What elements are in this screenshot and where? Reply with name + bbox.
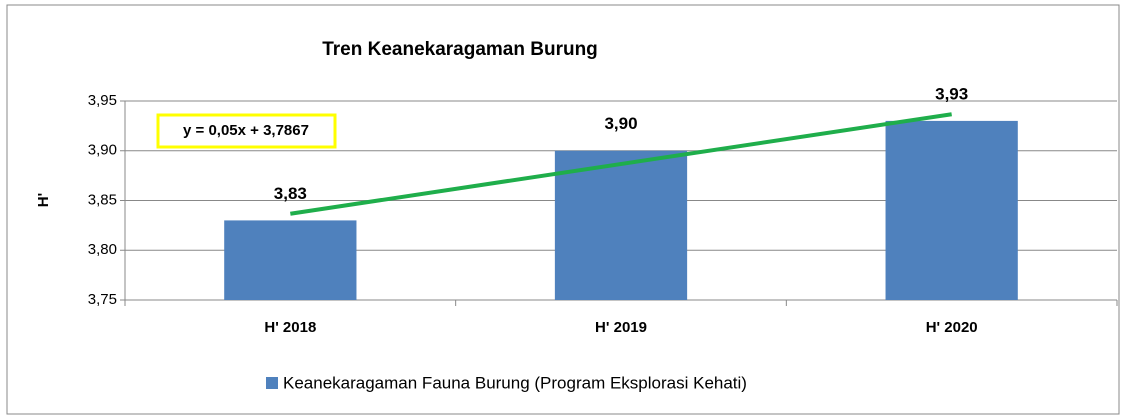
y-tick-label: 3,90 (88, 142, 117, 159)
value-label: 3,90 (604, 114, 637, 133)
x-tick-label: H' 2019 (595, 319, 647, 336)
x-tick-label: H' 2020 (926, 319, 978, 336)
value-label: 3,83 (274, 184, 307, 203)
bar (885, 120, 1018, 301)
trendline (290, 112, 952, 216)
y-axis-label: H' (35, 193, 52, 207)
bar (554, 150, 688, 300)
y-tick-label: 3,85 (88, 191, 117, 208)
y-tick-label: 3,75 (88, 291, 117, 308)
bar (224, 220, 357, 300)
x-tick-label: H' 2018 (264, 319, 316, 336)
y-tick-label: 3,95 (88, 92, 117, 109)
chart-title: Tren Keanekaragaman Burung (322, 39, 598, 60)
y-tick-label: 3,80 (88, 241, 117, 258)
value-label: 3,93 (935, 84, 968, 103)
legend-swatch (266, 377, 278, 389)
trendline-equation: y = 0,05x + 3,7867 (183, 122, 309, 139)
legend-label: Keanekaragaman Fauna Burung (Program Eks… (283, 373, 747, 392)
equation-box (156, 113, 337, 149)
